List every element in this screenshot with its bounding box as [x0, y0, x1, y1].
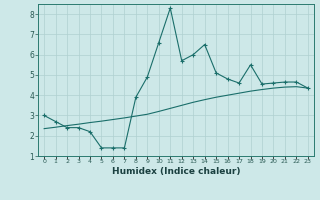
X-axis label: Humidex (Indice chaleur): Humidex (Indice chaleur) [112, 167, 240, 176]
